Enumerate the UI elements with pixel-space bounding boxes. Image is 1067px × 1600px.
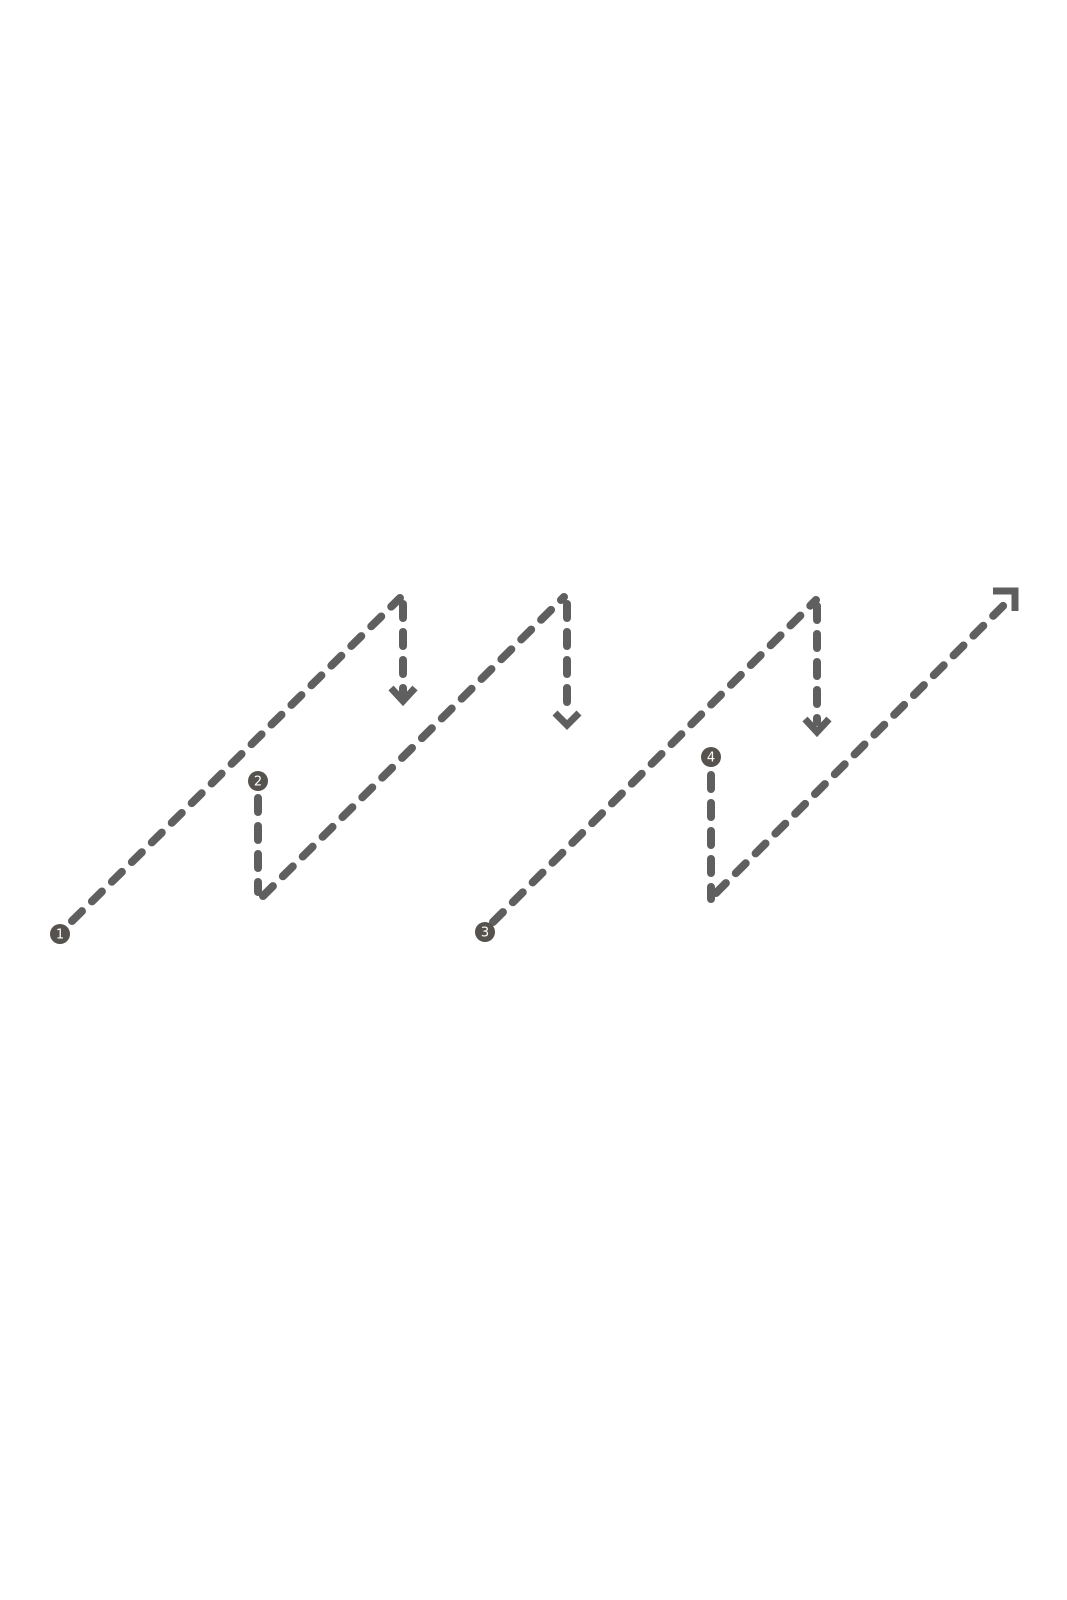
dashed-path-group [68,593,1010,926]
step-marker-1: 1 [50,924,70,944]
step-marker-label: 3 [481,926,489,941]
path-segment-4-diagonal [712,599,1010,897]
path-segment-3-diagonal [489,596,820,926]
step-marker-label: 1 [56,928,64,943]
numbered-marker-group: 1 2 3 4 [50,747,721,944]
up-right-arrow-icon [993,587,1019,611]
arrowhead-group [388,587,1019,738]
step-marker-2: 2 [248,771,268,791]
path-segment-1-diagonal [68,594,404,925]
step-marker-label: 4 [707,751,715,766]
step-marker-4: 4 [701,747,721,767]
step-marker-label: 2 [254,775,262,790]
down-arrow-icon [552,710,582,730]
path-segment-2-diagonal [259,593,568,900]
step-marker-3: 3 [475,922,495,942]
down-arrow-icon [802,716,832,738]
down-arrow-icon [388,685,418,707]
